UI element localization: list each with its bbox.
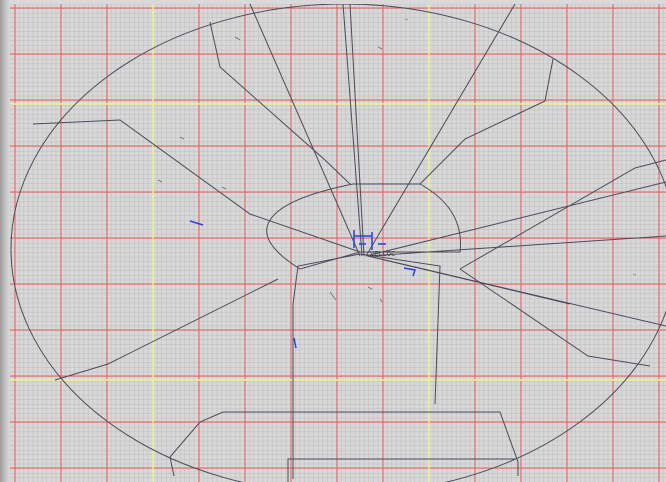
outer-wall-top-right	[419, 58, 554, 185]
small-marks	[157, 18, 637, 303]
sight-line-2	[342, 4, 363, 257]
sight-line-4	[365, 4, 516, 257]
outer-ellipse	[10, 4, 666, 482]
highlight-grid	[10, 4, 666, 482]
markup-center[interactable]	[353, 230, 386, 250]
sight-line-6	[367, 235, 666, 257]
sight-line-3	[349, 4, 365, 257]
outer-wall-lower-left	[54, 278, 279, 381]
blue-markups	[189, 220, 416, 349]
sight-line-5	[365, 181, 666, 257]
bottom-structure	[169, 411, 519, 476]
minor-grid	[10, 4, 666, 482]
outer-wall-left	[32, 119, 361, 253]
sight-line-1	[249, 4, 361, 257]
cad-drawing-area[interactable]: VELLOC	[10, 4, 666, 482]
outer-wall-top-left	[209, 21, 351, 185]
drawing-svg[interactable]: VELLOC	[10, 4, 666, 482]
sight-line-8	[367, 255, 571, 305]
inner-arena-outline	[266, 183, 461, 270]
markup-bottom[interactable]	[293, 337, 297, 349]
center-block	[292, 253, 441, 479]
outer-wall-lower-right	[459, 268, 651, 367]
bottom-structure-inner	[169, 456, 515, 482]
major-grid	[10, 4, 666, 482]
center-marker-label: VELLOC	[370, 250, 395, 258]
markup-left[interactable]	[189, 220, 204, 226]
outer-wall-right	[459, 159, 666, 270]
markup-mid[interactable]	[403, 267, 416, 277]
outlines	[10, 4, 666, 482]
